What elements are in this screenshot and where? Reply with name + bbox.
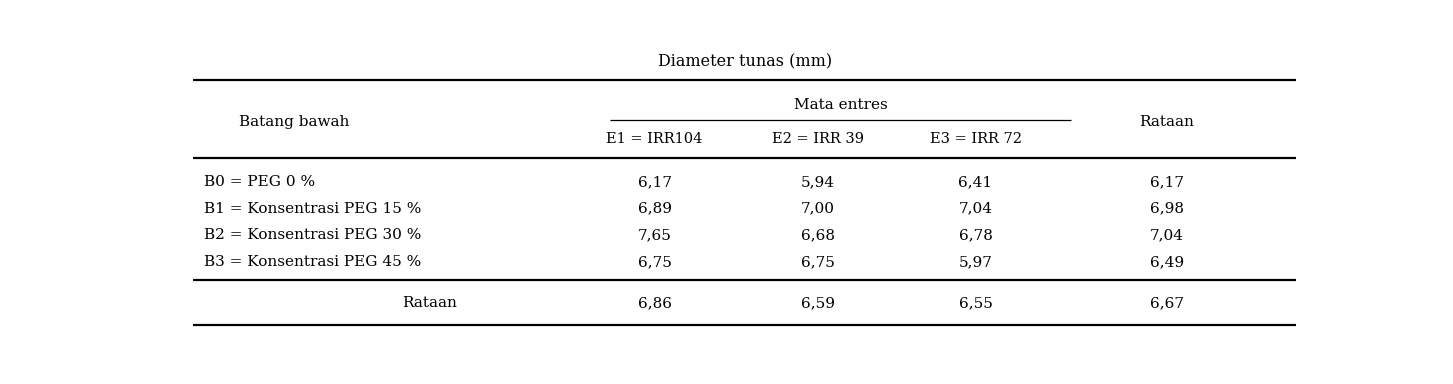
Text: B0 = PEG 0 %: B0 = PEG 0 % [203, 175, 315, 189]
Text: 6,41: 6,41 [959, 175, 992, 189]
Text: 6,98: 6,98 [1149, 202, 1184, 216]
Text: Rataan: Rataan [402, 296, 456, 310]
Text: 7,65: 7,65 [638, 228, 671, 242]
Text: 6,17: 6,17 [1149, 175, 1184, 189]
Text: 5,97: 5,97 [959, 255, 992, 269]
Text: B2 = Konsentrasi PEG 30 %: B2 = Konsentrasi PEG 30 % [203, 228, 421, 242]
Text: 6,68: 6,68 [801, 228, 835, 242]
Text: Diameter tunas (mm): Diameter tunas (mm) [658, 54, 831, 71]
Text: E2 = IRR 39: E2 = IRR 39 [772, 132, 865, 146]
Text: 7,04: 7,04 [1149, 228, 1184, 242]
Text: 7,00: 7,00 [801, 202, 835, 216]
Text: 6,17: 6,17 [638, 175, 671, 189]
Text: 6,78: 6,78 [959, 228, 992, 242]
Text: E3 = IRR 72: E3 = IRR 72 [930, 132, 1021, 146]
Text: 6,89: 6,89 [638, 202, 671, 216]
Text: 5,94: 5,94 [801, 175, 835, 189]
Text: B3 = Konsentrasi PEG 45 %: B3 = Konsentrasi PEG 45 % [203, 255, 421, 269]
Text: 6,86: 6,86 [638, 296, 671, 310]
Text: Mata entres: Mata entres [793, 98, 888, 112]
Text: Batang bawah: Batang bawah [240, 115, 349, 129]
Text: 6,75: 6,75 [801, 255, 835, 269]
Text: 6,59: 6,59 [801, 296, 835, 310]
Text: 6,49: 6,49 [1149, 255, 1184, 269]
Text: 6,55: 6,55 [959, 296, 992, 310]
Text: 6,75: 6,75 [638, 255, 671, 269]
Text: 6,67: 6,67 [1149, 296, 1184, 310]
Text: Rataan: Rataan [1139, 115, 1194, 129]
Text: B1 = Konsentrasi PEG 15 %: B1 = Konsentrasi PEG 15 % [203, 202, 421, 216]
Text: E1 = IRR104: E1 = IRR104 [606, 132, 703, 146]
Text: 7,04: 7,04 [959, 202, 992, 216]
